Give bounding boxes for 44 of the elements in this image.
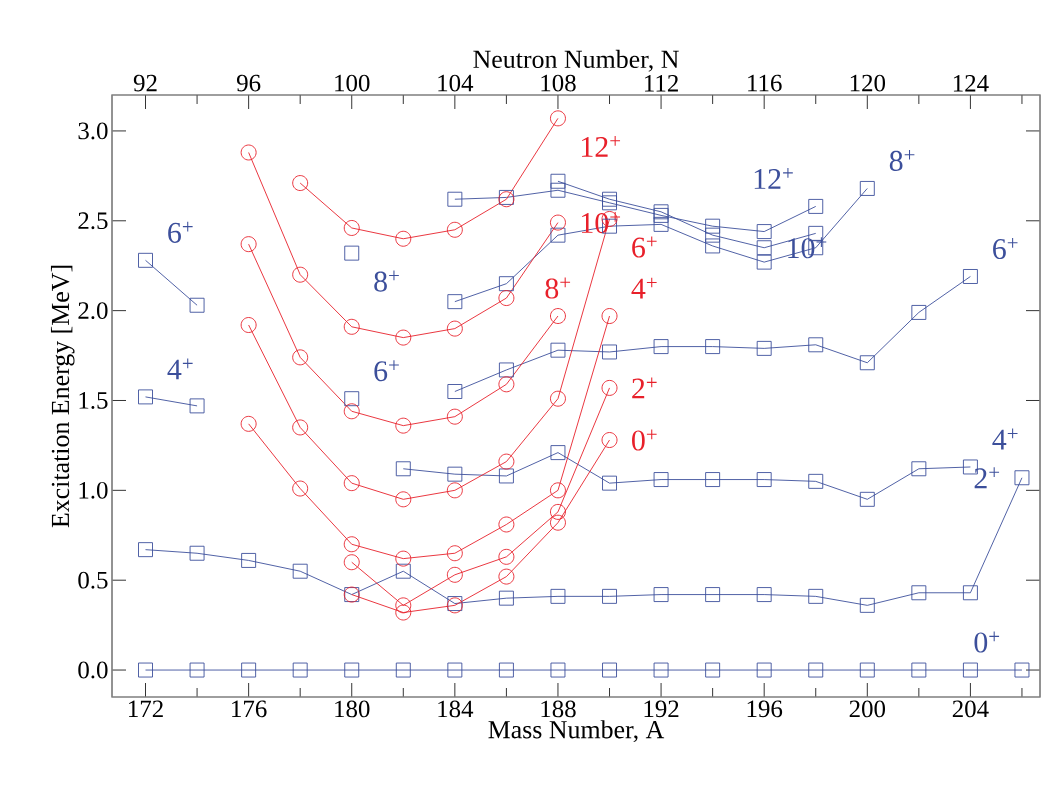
x2-tick-label: 108 — [541, 74, 576, 92]
annotation: 6$^{+}$ — [374, 360, 399, 382]
x2-tick-label: 116 — [748, 74, 782, 92]
annotation: 2$^{+}$ — [974, 467, 1000, 489]
x-tick-label: 200 — [849, 700, 886, 718]
x-tick-label: 196 — [747, 700, 783, 718]
x-tick-label: 188 — [541, 700, 576, 718]
y-tick-label: 0.5 — [78, 571, 108, 589]
y-tick-label: 2.5 — [78, 212, 108, 230]
x-tick-label: 180 — [335, 700, 370, 718]
annotation: 12$^{+}$ — [754, 168, 793, 189]
y-tick-label: 1.5 — [79, 392, 108, 409]
annotation: 8$^{+}$ — [889, 149, 915, 171]
y-tick-label: 0.0 — [78, 661, 108, 679]
annotation: 0$^{+}$ — [632, 429, 657, 451]
x-tick-label: 176 — [232, 700, 267, 718]
y-tick-label: 3.0 — [78, 122, 108, 140]
annotation: 4$^{+}$ — [992, 428, 1018, 450]
y-tick-label: 1.0 — [79, 481, 108, 499]
annotation: 12$^{+}$ — [581, 135, 621, 157]
x2-tick-label: 120 — [850, 74, 886, 92]
x2-tick-label: 112 — [645, 74, 678, 92]
y-tick-label: 2.0 — [78, 302, 108, 320]
annotation: 8$^{+}$ — [374, 270, 399, 292]
x2-tick-label: 92 — [133, 74, 157, 92]
x-tick-label: 204 — [952, 700, 989, 718]
annotation: 6$^{+}$ — [993, 237, 1018, 260]
annotation: 4$^{+}$ — [167, 358, 193, 380]
x-tick-label: 192 — [644, 700, 679, 718]
annotation: 6$^{+}$ — [168, 221, 193, 243]
annotation: 6$^{+}$ — [632, 236, 657, 258]
annotation: 8$^{+}$ — [545, 277, 571, 299]
x-tick-label: 184 — [438, 700, 474, 718]
x2-tick-label: 100 — [335, 74, 370, 92]
x-axis-title: Mass Number, A — [488, 720, 665, 743]
x2-axis-title: Neutron Number, N — [473, 49, 679, 72]
x-tick-label: 172 — [129, 700, 163, 718]
annotation: 2$^{+}$ — [632, 377, 657, 399]
x2-tick-label: 104 — [438, 74, 474, 92]
annotation: 0$^{+}$ — [974, 631, 1000, 653]
y-axis-title: Excitation Energy [MeV] — [50, 265, 75, 528]
x2-tick-label: 124 — [953, 74, 989, 92]
x2-tick-label: 96 — [236, 74, 261, 92]
annotation: 4$^{+}$ — [631, 277, 657, 299]
